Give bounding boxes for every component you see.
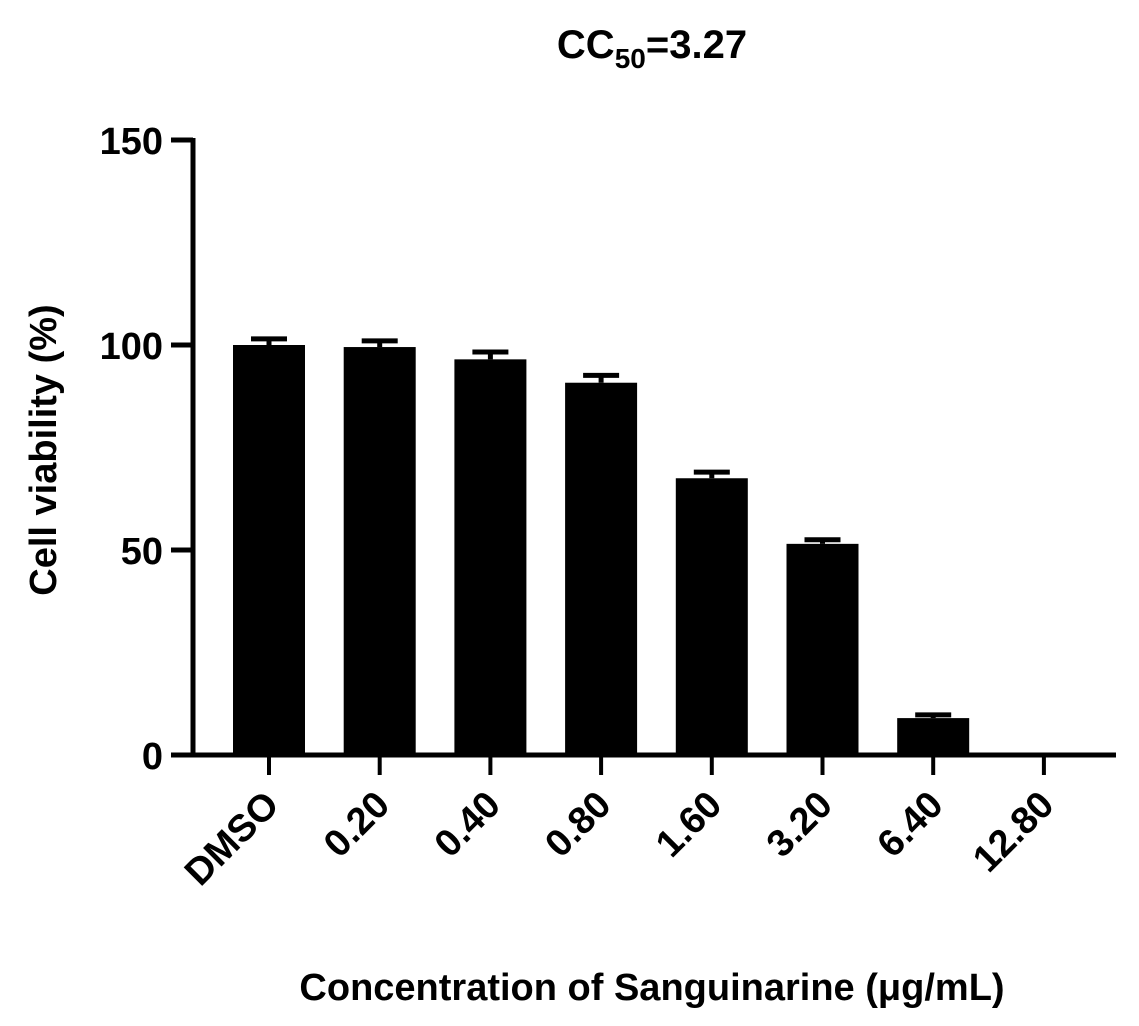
- axes-layer: [190, 138, 1116, 758]
- x-ticks-layer: DMSO 0.20 0.40 0.80 1.60 3.20 6.40 12.80: [177, 755, 1062, 894]
- bar-0.80: [565, 382, 638, 755]
- y-axis-title: Cell viability (%): [23, 304, 65, 595]
- chart-title-prefix: CC: [557, 23, 615, 67]
- x-tick-label: 0.40: [427, 784, 509, 866]
- x-tick-label: 0.80: [537, 784, 619, 866]
- chart-title: CC50=3.27: [557, 23, 747, 74]
- y-tick-label: 150: [100, 121, 163, 163]
- bar-0.20: [343, 347, 416, 755]
- y-tick-label: 50: [121, 531, 163, 573]
- x-tick-label: 3.20: [759, 784, 841, 866]
- bars-layer: [233, 345, 970, 755]
- y-ticks-layer: 0 50 100 150: [100, 121, 193, 778]
- bar-0.40: [454, 359, 527, 755]
- bar-3.20: [786, 543, 859, 755]
- bar-1.60: [675, 478, 748, 755]
- error-bars-layer: [251, 336, 952, 719]
- x-tick-label: 6.40: [870, 784, 952, 866]
- x-axis-title: Concentration of Sanguinarine (μg/mL): [299, 967, 1004, 1009]
- y-tick-label: 0: [142, 736, 163, 778]
- bar-DMSO: [233, 345, 305, 755]
- y-tick-label: 100: [100, 326, 163, 368]
- x-tick-label: DMSO: [177, 784, 287, 894]
- chart-title-subscript: 50: [615, 43, 646, 74]
- x-tick-label: 1.60: [648, 784, 730, 866]
- x-tick-label: 0.20: [316, 784, 398, 866]
- chart-title-suffix: =3.27: [646, 23, 747, 67]
- x-tick-label: 12.80: [965, 784, 1062, 881]
- bar-6.40: [897, 718, 970, 755]
